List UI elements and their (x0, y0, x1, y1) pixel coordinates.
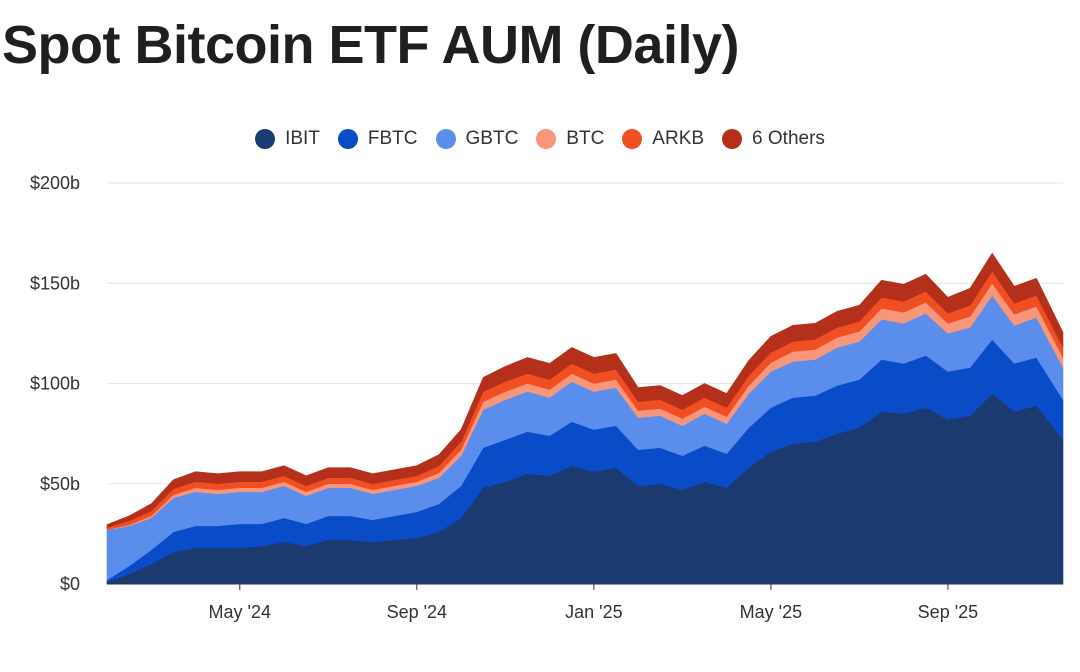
legend-item-others[interactable]: 6 Others (722, 128, 825, 150)
legend-item-btc[interactable]: BTC (536, 128, 604, 150)
legend-label-others: 6 Others (752, 128, 825, 149)
legend-item-gbtc[interactable]: GBTC (435, 128, 519, 150)
x-tick-label: Jan '25 (565, 602, 622, 622)
chart-legend: IBIT FBTC GBTC BTC ARKB 6 Others (0, 128, 1080, 150)
x-axis-labels: May '24 Sep '24 Jan '25 May '25 Sep '25 (209, 584, 979, 622)
legend-swatch-fbtc (337, 129, 358, 149)
legend-item-ibit[interactable]: IBIT (255, 128, 320, 150)
y-tick-label: $150b (30, 273, 80, 293)
chart-title: Spot Bitcoin ETF AUM (Daily) (2, 15, 739, 75)
x-tick-label: May '25 (740, 602, 802, 622)
x-tick-label: May '24 (209, 602, 271, 622)
legend-swatch-gbtc (435, 129, 456, 149)
x-tick-label: Sep '25 (918, 602, 979, 622)
legend-label-btc: BTC (566, 128, 605, 149)
legend-label-arkb: ARKB (652, 128, 705, 149)
series-areas (106, 252, 1064, 585)
legend-swatch-btc (536, 129, 557, 149)
y-axis-labels: $0 $50b $100b $150b $200b (30, 173, 80, 594)
legend-item-arkb[interactable]: ARKB (622, 128, 704, 150)
y-tick-label: $100b (30, 374, 80, 394)
legend-swatch-ibit (255, 129, 276, 149)
y-tick-label: $50b (40, 474, 80, 494)
legend-item-fbtc[interactable]: FBTC (337, 128, 418, 150)
legend-label-ibit: IBIT (285, 128, 320, 149)
legend-swatch-others (722, 129, 743, 149)
y-tick-label: $0 (60, 574, 80, 594)
y-tick-label: $200b (30, 173, 80, 193)
legend-label-fbtc: FBTC (367, 128, 418, 149)
area-6-others[interactable] (106, 252, 1064, 529)
legend-label-gbtc: GBTC (465, 128, 519, 149)
legend-swatch-arkb (622, 129, 643, 149)
x-tick-label: Sep '24 (387, 602, 448, 622)
